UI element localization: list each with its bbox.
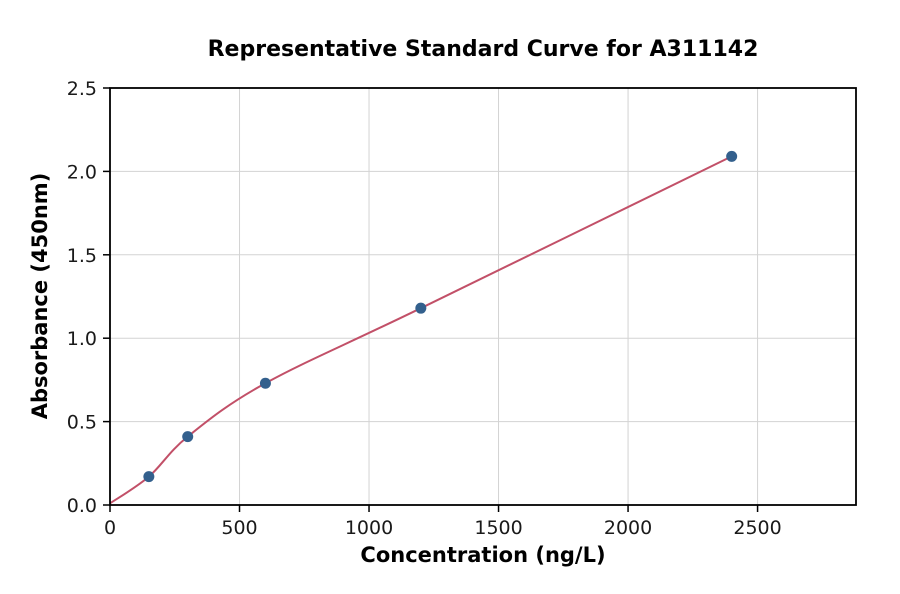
y-tick-label: 0.0: [67, 495, 97, 517]
data-point: [415, 302, 427, 314]
data-point: [143, 471, 155, 483]
y-axis-label: Absorbance (450nm): [28, 173, 52, 420]
y-tick-label: 1.5: [67, 245, 97, 267]
x-tick-label: 1000: [345, 517, 393, 539]
chart-title: Representative Standard Curve for A31114…: [208, 37, 759, 62]
y-tick-label: 1.0: [67, 328, 97, 350]
data-point: [182, 431, 194, 443]
data-point: [259, 377, 271, 389]
plot-area: 0 500 1000 1500 2000 2500 0.0 0.5 1.0 1.5 2.0 2.5: [67, 78, 857, 539]
plot-background: [110, 88, 856, 505]
x-tick-label: 2500: [733, 517, 781, 539]
x-tick-label: 500: [221, 517, 257, 539]
y-tick-label: 0.5: [67, 412, 97, 434]
y-tick-label: 2.0: [67, 161, 97, 183]
data-point: [726, 150, 738, 162]
x-axis-label: Concentration (ng/L): [360, 543, 605, 567]
x-tick-label: 0: [104, 517, 116, 539]
x-tick-label: 1500: [474, 517, 522, 539]
y-tick-label: 2.5: [67, 78, 97, 100]
plot-border: [109, 87, 857, 506]
x-tick-label: 2000: [604, 517, 652, 539]
